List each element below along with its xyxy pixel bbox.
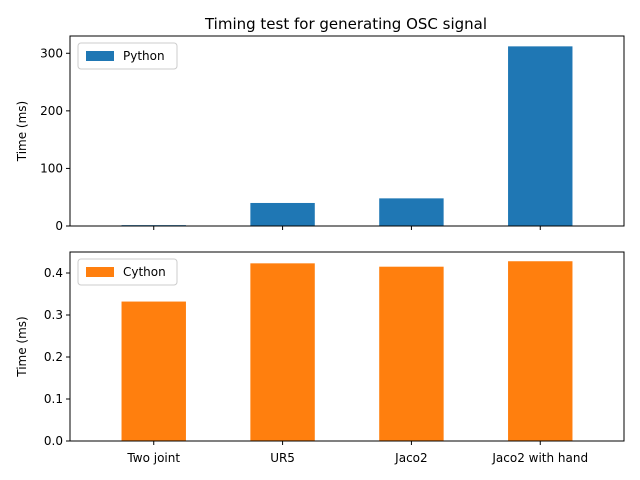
ytick-label: 200 [40, 104, 63, 118]
bar-python-3 [379, 198, 444, 226]
ytick-label: 100 [40, 161, 63, 175]
bar-cython-1 [121, 301, 186, 441]
legend-box [77, 258, 178, 286]
ylabel-2: Time (ms) [15, 316, 29, 378]
axes-frame-2 [69, 251, 625, 442]
ytick-label: 300 [40, 46, 63, 60]
axes-frame-1 [69, 35, 625, 227]
xtick-label: UR5 [270, 451, 295, 465]
ytick-label: 0.4 [44, 266, 63, 280]
subplot-2: 0.0 0.1 0.2 0.3 0.4 Two joint UR5 Jaco2 Jaco2 wi… [15, 251, 625, 465]
xtick-label: Jaco2 [394, 451, 427, 465]
ylabel-1: Time (ms) [15, 101, 29, 163]
chart-title: Timing test for generating OSC signal [204, 15, 487, 33]
legend-box [77, 42, 178, 70]
bar-cython-2 [250, 263, 315, 441]
ytick-label: 0.1 [44, 392, 63, 406]
legend-label: Cython [123, 265, 166, 279]
legend-label: Python [123, 49, 165, 63]
legend-swatch [86, 51, 114, 61]
bar-cython-4 [508, 261, 573, 441]
ytick-label: 0.2 [44, 350, 63, 364]
ytick-label: 0.3 [44, 308, 63, 322]
ytick-label: 0.0 [44, 434, 63, 448]
legend-swatch [86, 267, 114, 277]
xtick-label: Jaco2 with hand [491, 451, 588, 465]
bar-python-4 [508, 46, 573, 226]
xtick-label: Two joint [126, 451, 180, 465]
legend-1: Python [77, 42, 178, 70]
plots-group: 0 100 200 300 Time (ms) Python 0.0 0.1 0.2 0.3 0.4… [15, 35, 625, 465]
subplot-1: 0 100 200 300 Time (ms) Python [15, 35, 625, 233]
bar-cython-3 [379, 266, 444, 441]
legend-2: Cython [77, 258, 178, 286]
ytick-label: 0 [55, 219, 63, 233]
bar-python-2 [250, 202, 315, 226]
